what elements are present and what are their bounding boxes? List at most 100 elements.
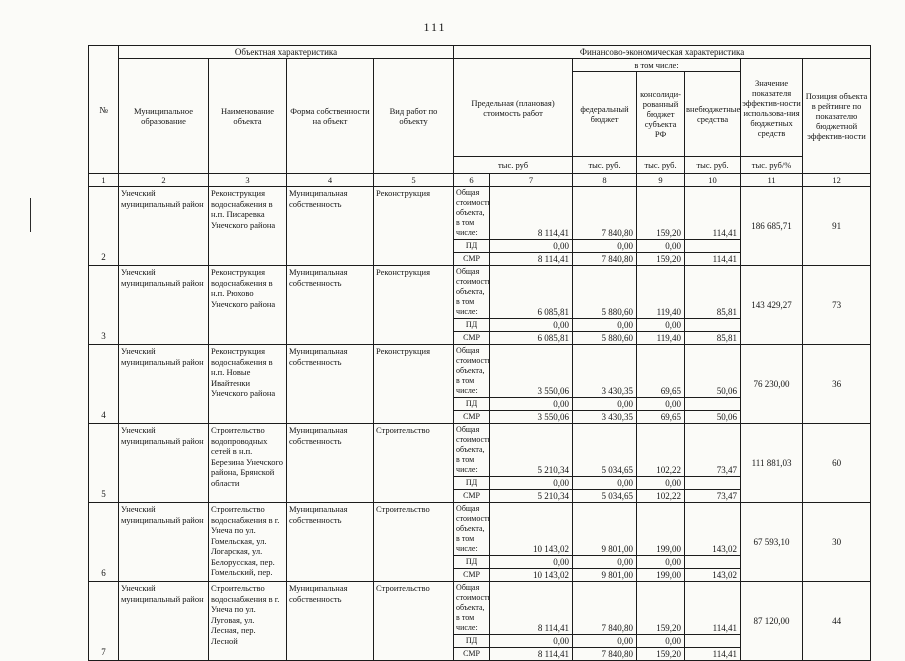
- efficiency-value: 111 881,03: [740, 423, 804, 503]
- col-header-cost: Предельная (плановая) стоимость работ: [453, 58, 574, 157]
- unit-extrabudgetary: тыс. руб.: [684, 156, 742, 174]
- pd-consolidated-value: 0,00: [636, 318, 686, 332]
- total-consolidated-value: 159,20: [636, 186, 686, 240]
- total-federal-value: 5 880,60: [572, 265, 638, 319]
- total-extrabudgetary-value: 114,41: [684, 186, 742, 240]
- pd-cost-value: 0,00: [489, 397, 574, 411]
- header-financial-characteristics: Финансово-экономическая характеристика: [453, 45, 872, 59]
- work-type-cell: Строительство: [372, 502, 455, 582]
- smr-consolidated-value: 102,22: [636, 489, 686, 503]
- unit-consolidated: тыс. руб.: [636, 156, 686, 174]
- total-extrabudgetary-value: 50,06: [684, 344, 742, 398]
- smr-label: СМР: [453, 647, 491, 661]
- smr-consolidated-value: 69,65: [636, 410, 686, 424]
- pd-cost-value: 0,00: [489, 555, 574, 569]
- total-cost-label: Общая стоимость объекта, в том числе:: [453, 581, 491, 635]
- municipal-cell: Унечский муниципальный район: [118, 186, 209, 266]
- work-type-cell: Строительство: [372, 423, 455, 503]
- pd-consolidated-value: 0,00: [636, 239, 686, 253]
- object-name-cell: Строительство водоснабжения в г. Унеча п…: [208, 502, 287, 582]
- header-object-characteristics: Объектная характеристика: [117, 45, 455, 59]
- col-header-object-name: Наименование объекта: [208, 58, 287, 174]
- smr-cost-value: 8 114,41: [489, 647, 574, 661]
- pd-federal-value: 0,00: [572, 397, 638, 411]
- smr-label: СМР: [453, 410, 491, 424]
- pd-federal-value: 0,00: [572, 555, 638, 569]
- smr-cost-value: 3 550,06: [489, 410, 574, 424]
- ownership-cell: Муниципальная собственность: [286, 265, 374, 345]
- total-cost-label: Общая стоимость объекта, в том числе:: [453, 186, 491, 240]
- efficiency-value: 143 429,27: [740, 265, 804, 345]
- total-consolidated-value: 199,00: [636, 502, 686, 556]
- smr-extrabudgetary-value: 50,06: [684, 410, 742, 424]
- work-type-cell: Реконструкция: [372, 265, 455, 345]
- pd-federal-value: 0,00: [572, 318, 638, 332]
- row-number: 5: [88, 423, 119, 503]
- municipal-cell: Унечский муниципальный район: [118, 344, 209, 424]
- position-value: 60: [802, 423, 872, 503]
- municipal-cell: Унечский муниципальный район: [118, 581, 209, 661]
- position-value: 36: [802, 344, 872, 424]
- total-extrabudgetary-value: 114,41: [684, 581, 742, 635]
- municipal-cell: Унечский муниципальный район: [118, 423, 209, 503]
- smr-federal-value: 9 801,00: [572, 568, 638, 582]
- pd-federal-value: 0,00: [572, 634, 638, 648]
- smr-consolidated-value: 159,20: [636, 647, 686, 661]
- smr-extrabudgetary-value: 114,41: [684, 252, 742, 266]
- column-number: 10: [684, 173, 742, 187]
- total-cost-value: 8 114,41: [489, 581, 574, 635]
- col-header-consolidated-budget: консолиди-рованный бюджет субъекта РФ: [636, 71, 686, 157]
- efficiency-value: 76 230,00: [740, 344, 804, 424]
- col-header-municipal: Муниципальное образование: [118, 58, 209, 174]
- smr-extrabudgetary-value: 143,02: [684, 568, 742, 582]
- ownership-cell: Муниципальная собственность: [286, 502, 374, 582]
- efficiency-value: 67 593,10: [740, 502, 804, 582]
- total-extrabudgetary-value: 143,02: [684, 502, 742, 556]
- col-header-position: Позиция объекта в рейтинге по показателю…: [802, 58, 872, 174]
- smr-federal-value: 5 034,65: [572, 489, 638, 503]
- object-name-cell: Реконструкция водоснабжения в н.п. Рюхов…: [208, 265, 287, 345]
- table-row: 2 Унечский муниципальный район Реконстру…: [88, 186, 872, 266]
- column-number: 12: [802, 173, 872, 187]
- pd-cost-value: 0,00: [489, 634, 574, 648]
- efficiency-value: 87 120,00: [740, 581, 804, 661]
- ownership-cell: Муниципальная собственность: [286, 581, 374, 661]
- position-value: 30: [802, 502, 872, 582]
- pd-extrabudgetary-value: [684, 634, 742, 648]
- table-row: 6 Унечский муниципальный район Строитель…: [88, 502, 872, 582]
- col-header-ownership: Форма собственности на объект: [286, 58, 374, 174]
- total-cost-value: 5 210,34: [489, 423, 574, 477]
- smr-federal-value: 7 840,80: [572, 252, 638, 266]
- total-cost-label: Общая стоимость объекта, в том числе:: [453, 423, 491, 477]
- column-number: 6: [453, 173, 491, 187]
- smr-extrabudgetary-value: 73,47: [684, 489, 742, 503]
- column-number: 1: [88, 173, 119, 187]
- pd-label: ПД: [453, 634, 491, 648]
- total-consolidated-value: 69,65: [636, 344, 686, 398]
- total-consolidated-value: 159,20: [636, 581, 686, 635]
- total-extrabudgetary-value: 85,81: [684, 265, 742, 319]
- ownership-cell: Муниципальная собственность: [286, 423, 374, 503]
- unit-cost: тыс. руб: [453, 156, 574, 174]
- column-number: 3: [208, 173, 287, 187]
- header-including: в том числе:: [572, 58, 742, 72]
- ownership-cell: Муниципальная собственность: [286, 344, 374, 424]
- scanned-document-page: { "page_number": "111", "table": { "head…: [30, 20, 872, 661]
- pd-label: ПД: [453, 397, 491, 411]
- table-body: 2 Унечский муниципальный район Реконстру…: [88, 186, 872, 661]
- work-type-cell: Реконструкция: [372, 186, 455, 266]
- smr-cost-value: 8 114,41: [489, 252, 574, 266]
- smr-federal-value: 5 880,60: [572, 331, 638, 345]
- total-cost-label: Общая стоимость объекта, в том числе:: [453, 502, 491, 556]
- column-number: 4: [286, 173, 374, 187]
- col-header-num: №: [88, 45, 119, 174]
- pd-extrabudgetary-value: [684, 318, 742, 332]
- total-federal-value: 9 801,00: [572, 502, 638, 556]
- smr-subrow: СМР 3 550,06 3 430,35 69,65 50,06: [89, 410, 871, 424]
- smr-label: СМР: [453, 331, 491, 345]
- smr-extrabudgetary-value: 114,41: [684, 647, 742, 661]
- col-header-efficiency: Значение показателя эффектив-ности испол…: [740, 58, 804, 157]
- smr-consolidated-value: 199,00: [636, 568, 686, 582]
- pd-label: ПД: [453, 555, 491, 569]
- municipal-cell: Унечский муниципальный район: [118, 265, 209, 345]
